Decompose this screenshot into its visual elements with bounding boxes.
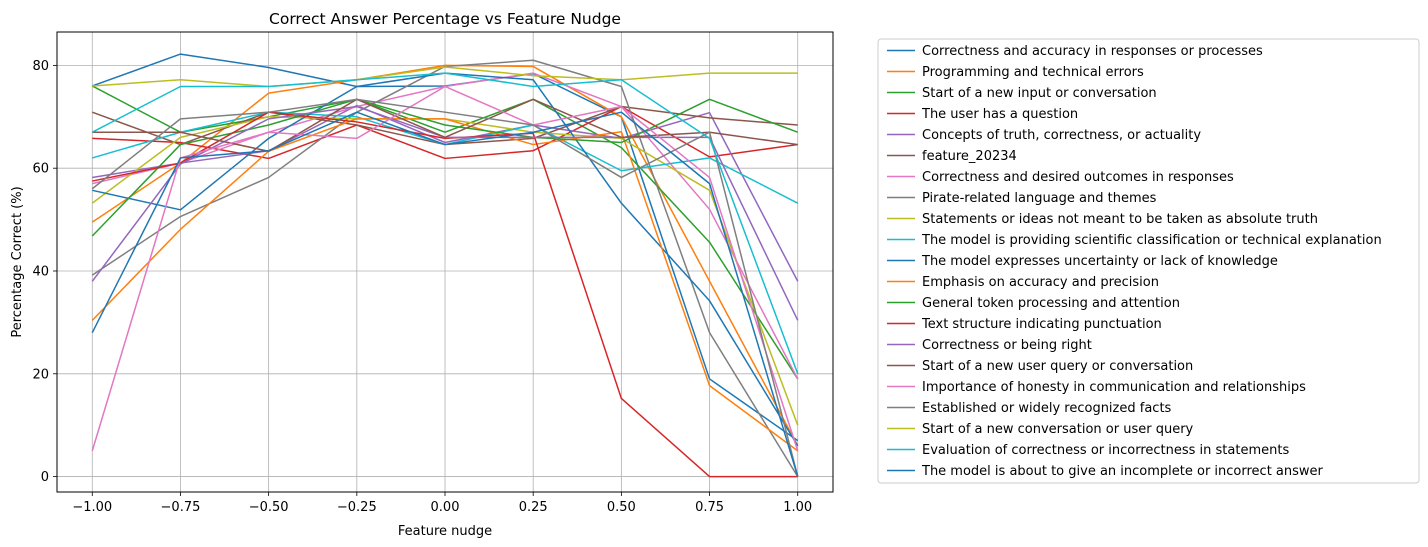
axis-ticks: −1.00 −0.75 −0.50 −0.25 0.00 0.25 0.50 0.75 1.00… (32, 59, 812, 515)
legend: Correctness and accuracy in responses or… (877, 38, 1420, 484)
x-tick-label: −0.75 (161, 500, 201, 515)
series-lines (91, 53, 799, 478)
legend-label: Established or widely recognized facts (922, 401, 1172, 416)
legend-label: feature_20234 (922, 149, 1017, 164)
y-tick-label: 80 (32, 59, 49, 74)
y-tick-label: 60 (32, 162, 49, 177)
legend-label: The model is about to give an incomplete… (921, 464, 1324, 479)
y-axis-label: Percentage Correct (%) (10, 186, 25, 337)
chart-title: Correct Answer Percentage vs Feature Nud… (269, 10, 621, 28)
y-tick-label: 20 (32, 367, 49, 382)
legend-frame (877, 38, 1420, 484)
legend-label: Text structure indicating punctuation (921, 317, 1162, 332)
legend-label: Concepts of truth, correctness, or actua… (922, 128, 1201, 143)
series-line (92, 98, 798, 152)
legend-label: Statements or ideas not meant to be take… (922, 212, 1318, 227)
legend-label: The user has a question (921, 107, 1078, 122)
legend-label: Correctness and desired outcomes in resp… (922, 170, 1234, 185)
y-tick-label: 40 (32, 264, 49, 279)
legend-label: Programming and technical errors (922, 65, 1144, 80)
legend-label: Evaluation of correctness or incorrectne… (922, 443, 1289, 458)
legend-label: Start of a new user query or conversatio… (922, 359, 1193, 374)
series-line (91, 85, 799, 452)
legend-label: Importance of honesty in communication a… (922, 380, 1306, 395)
series-line (91, 72, 799, 375)
series-line (91, 85, 799, 380)
series-line (91, 64, 799, 447)
series-line (91, 118, 799, 452)
plot-area: −1.00 −0.75 −0.50 −0.25 0.00 0.25 0.50 0.75 1.00… (32, 31, 834, 515)
legend-label: Start of a new input or conversation (922, 86, 1157, 101)
legend-label: The model expresses uncertainty or lack … (921, 254, 1278, 269)
legend-entries: Correctness and accuracy in responses or… (887, 44, 1382, 479)
y-tick-label: 0 (41, 470, 49, 485)
legend-label: The model is providing scientific classi… (921, 233, 1382, 248)
legend-label: Emphasis on accuracy and precision (922, 275, 1159, 290)
legend-label: Correctness or being right (922, 338, 1092, 353)
series-line (92, 104, 799, 282)
legend-label: General token processing and attention (922, 296, 1180, 311)
x-tick-label: −0.50 (249, 500, 289, 515)
legend-label: Start of a new conversation or user quer… (922, 422, 1194, 437)
series-line (92, 105, 798, 160)
x-tick-label: −0.25 (337, 500, 377, 515)
x-tick-label: 0.75 (695, 500, 724, 515)
x-tick-label: 0.25 (519, 500, 548, 515)
x-tick-label: 1.00 (783, 500, 812, 515)
series-line (92, 111, 798, 478)
legend-label: Pirate-related language and themes (922, 191, 1157, 206)
series-line (92, 66, 798, 88)
series-line (91, 111, 799, 477)
x-tick-label: 0.00 (431, 500, 460, 515)
x-tick-label: −1.00 (72, 500, 112, 515)
x-tick-label: 0.50 (607, 500, 636, 515)
series-line (91, 98, 799, 477)
legend-label: Correctness and accuracy in responses or… (922, 44, 1263, 59)
x-axis-label: Feature nudge (398, 524, 492, 539)
